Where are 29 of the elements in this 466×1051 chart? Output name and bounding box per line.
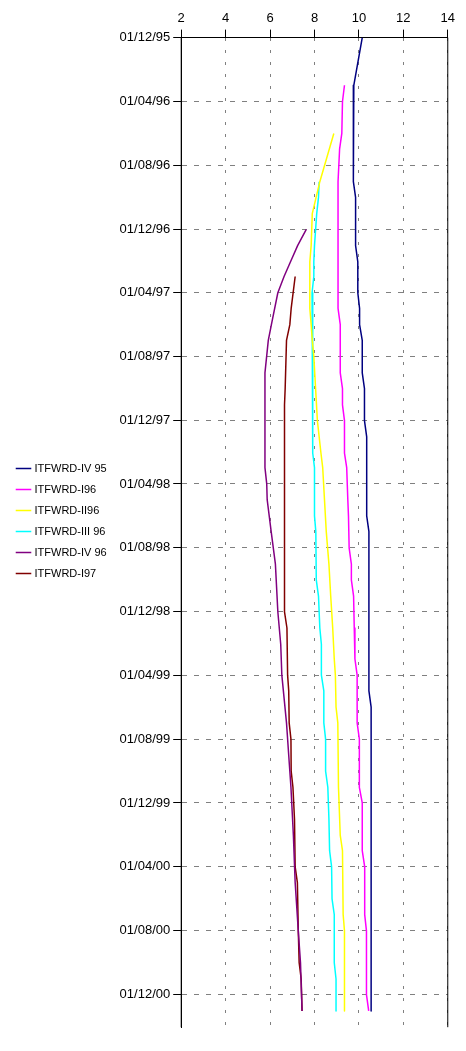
x-tick-label: 4 (222, 10, 230, 26)
legend-label: ITFWRD-IV 95 (34, 461, 107, 474)
legend-label: ITFWRD-IV 96 (34, 545, 107, 558)
y-tick-label: 01/08/99 (119, 730, 171, 746)
legend-label: ITFWRD-II96 (34, 503, 100, 516)
x-tick-label: 12 (396, 10, 411, 26)
x-tick-label: 14 (440, 10, 455, 26)
y-tick-label: 01/04/96 (119, 93, 171, 109)
y-tick-label: 01/04/00 (119, 858, 171, 874)
x-tick-label: 10 (351, 10, 367, 26)
y-tick-label: 01/12/95 (119, 29, 171, 45)
legend-label: ITFWRD-I97 (34, 566, 97, 579)
y-tick-label: 01/04/98 (119, 475, 171, 491)
y-tick-label: 01/12/97 (119, 412, 171, 428)
y-tick-label: 01/04/99 (119, 666, 171, 682)
y-tick-label: 01/12/96 (119, 220, 171, 236)
y-tick-label: 01/08/97 (119, 348, 171, 364)
legend-label: ITFWRD-I96 (34, 482, 97, 495)
y-tick-label: 01/08/00 (119, 922, 171, 938)
x-tick-label: 2 (177, 10, 185, 26)
y-tick-label: 01/04/97 (119, 284, 171, 300)
y-tick-label: 01/12/98 (119, 603, 171, 619)
y-tick-label: 01/12/00 (119, 986, 171, 1002)
x-tick-label: 8 (310, 10, 319, 26)
x-tick-label: 6 (266, 10, 274, 26)
y-tick-label: 01/08/98 (119, 539, 171, 555)
y-tick-label: 01/12/99 (119, 794, 171, 810)
legend-label: ITFWRD-III 96 (34, 524, 106, 537)
y-tick-label: 01/08/96 (119, 157, 171, 172)
